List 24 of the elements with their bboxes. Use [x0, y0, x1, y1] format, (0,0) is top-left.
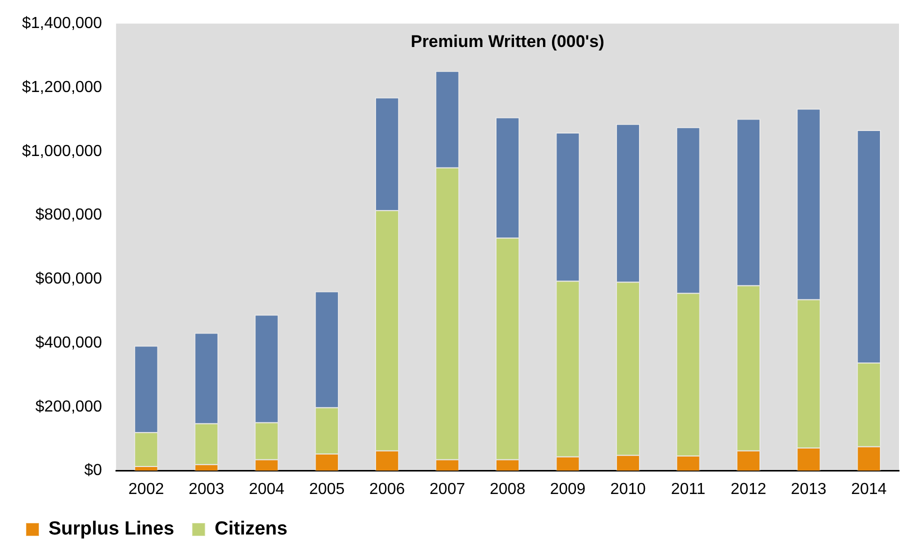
y-tick-label: $400,000	[35, 334, 102, 352]
x-tick-label: 2010	[610, 480, 646, 498]
x-tick-label: 2008	[490, 480, 526, 498]
text: Premium Written (000's)	[410, 32, 604, 51]
x-tick-label: 2009	[550, 480, 586, 498]
legend-label: Citizens	[214, 518, 288, 540]
x-tick-label: 2005	[309, 480, 345, 498]
y-tick-label: $200,000	[35, 398, 102, 416]
x-tick-label: 2003	[188, 480, 224, 498]
y-tick-label: $0	[84, 462, 102, 480]
y-tick-label: $1,400,000	[22, 15, 102, 32]
y-tick-label: $800,000	[35, 206, 102, 224]
x-tick-label: 2014	[851, 480, 887, 498]
y-tick-label: $600,000	[35, 270, 102, 288]
x-tick-label: 2012	[730, 480, 766, 498]
x-tick-label: 2007	[430, 480, 466, 498]
x-tick-label: 2002	[128, 480, 164, 498]
x-tick-label: 2004	[248, 480, 285, 498]
y-tick-label: $1,200,000	[22, 78, 102, 96]
x-tick-label: 2013	[790, 480, 827, 498]
y-tick-label: $1,000,000	[22, 142, 102, 160]
x-tick-label: 2011	[671, 480, 706, 498]
x-tick-label: 2006	[369, 480, 405, 498]
legend-label: Surplus Lines	[48, 518, 174, 540]
